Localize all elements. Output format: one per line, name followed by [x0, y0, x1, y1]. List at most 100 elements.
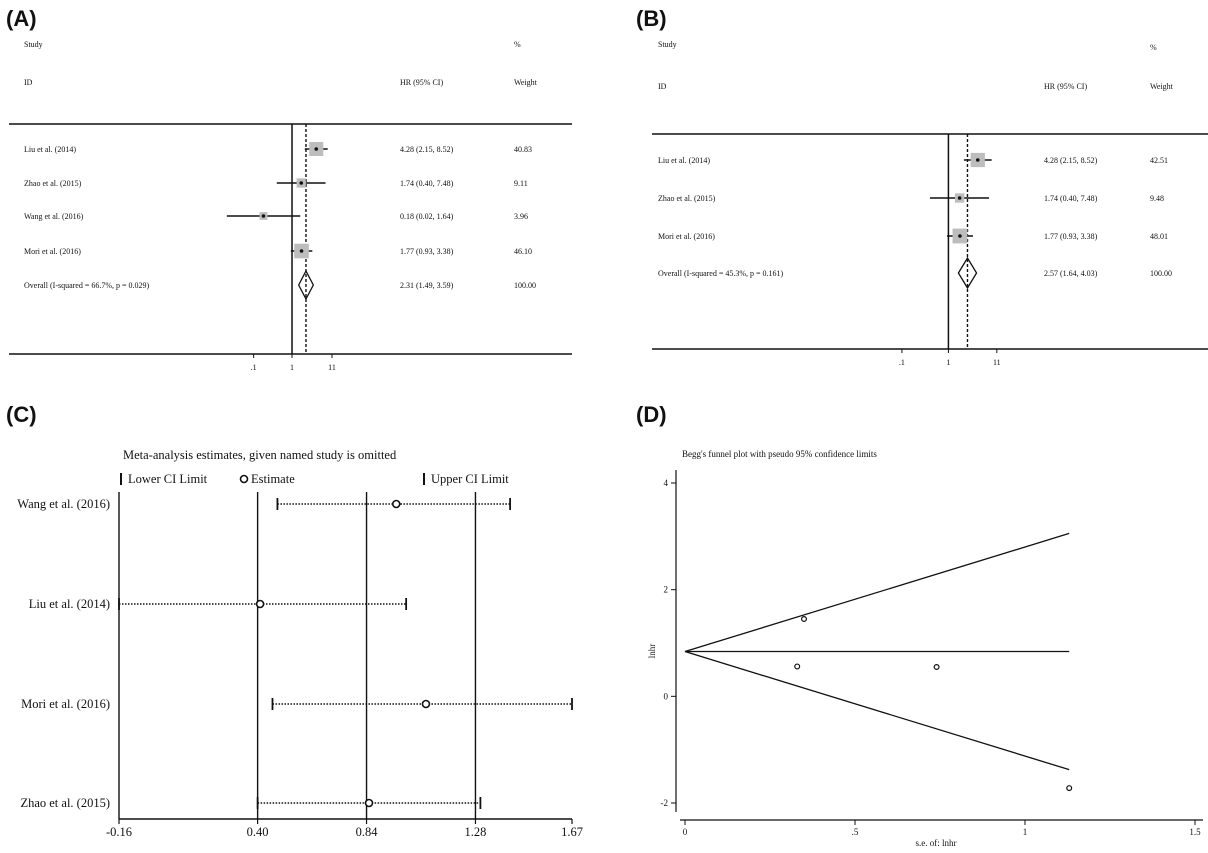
panel-b-header-id: ID: [658, 82, 667, 91]
panel-a-header-study: Study: [24, 40, 43, 49]
legend-estimate-label: Estimate: [251, 472, 295, 486]
upper-pseudo-ci-line: [684, 532, 1070, 653]
panel-b-header-weight: Weight: [1150, 82, 1174, 91]
study-row: Zhao et al. (2015) 1.74 (0.40, 7.48) 9.11: [24, 178, 528, 188]
x-tick-label: 0.40: [247, 825, 269, 839]
point-estimate: [957, 196, 962, 200]
panel-b-header-hr: HR (95% CI): [1044, 82, 1087, 91]
y-tick-label: -2: [661, 798, 669, 808]
lower-pseudo-ci-line: [684, 650, 1070, 771]
hr-ci-value: 1.77 (0.93, 3.38): [1044, 232, 1098, 241]
estimate-marker: [255, 599, 265, 609]
estimate-marker: [364, 798, 374, 808]
study-label: Liu et al. (2014): [29, 597, 110, 611]
weight-value: 3.96: [514, 212, 528, 221]
overall-diamond: [297, 269, 315, 301]
hr-ci-value: 4.28 (2.15, 8.52): [1044, 156, 1098, 165]
overall-diamond: [957, 256, 978, 290]
study-label: Wang et al. (2016): [24, 212, 84, 221]
x-tick-label: 11: [993, 358, 1001, 367]
weight-value: 48.01: [1150, 232, 1168, 241]
panel-b-letter: (B): [636, 6, 667, 31]
legend-lower-label: Lower CI Limit: [128, 472, 208, 486]
study-row: Wang et al. (2016) 0.18 (0.02, 1.64) 3.96: [24, 212, 528, 221]
x-tick-label: .5: [852, 827, 859, 837]
x-tick-label: -0.16: [106, 825, 132, 839]
panel-b-header-study: Study: [658, 40, 677, 49]
weight-value: 9.48: [1150, 194, 1164, 203]
panel-a-headers: Study ID HR (95% CI) % Weight: [24, 40, 538, 87]
panel-c-letter: (C): [6, 402, 37, 427]
y-tick-label: 2: [664, 585, 669, 595]
study-label: Zhao et al. (2015): [24, 179, 82, 188]
hr-ci-value: 1.74 (0.40, 7.48): [400, 179, 454, 188]
point-estimate: [261, 214, 266, 218]
panel-a-header-id: ID: [24, 78, 33, 87]
overall-hr-value: 2.57 (1.64, 4.03): [1044, 269, 1098, 278]
influence-row: Liu et al. (2014): [29, 597, 408, 611]
study-point: [933, 663, 940, 670]
overall-hr-value: 2.31 (1.49, 3.59): [400, 281, 454, 290]
x-tick-label: 0: [683, 827, 688, 837]
study-label: Zhao et al. (2015): [20, 796, 110, 810]
weight-value: 46.10: [514, 247, 532, 256]
study-row: Zhao et al. (2015) 1.74 (0.40, 7.48) 9.48: [658, 193, 1164, 203]
point-estimate: [299, 249, 304, 253]
study-label: Liu et al. (2014): [24, 145, 76, 154]
panel-d-ylabel: lnhr: [647, 644, 657, 659]
x-tick-label: 1: [1023, 827, 1028, 837]
study-label: Liu et al. (2014): [658, 156, 710, 165]
panel-d-funnel-plot: -2 0 2 4 0 .5 1 1.5: [661, 470, 1203, 837]
study-row: Mori et al. (2016) 1.77 (0.93, 3.38) 48.01: [658, 228, 1168, 244]
study-row: Liu et al. (2014) 4.28 (2.15, 8.52) 42.51: [658, 152, 1168, 168]
x-tick-label: 1: [290, 363, 294, 372]
x-tick-label: 1.67: [561, 825, 583, 839]
influence-row: Mori et al. (2016): [21, 697, 573, 711]
x-tick-label: 1.5: [1189, 827, 1201, 837]
y-tick-label: 4: [664, 478, 669, 488]
panel-a-header-pct: %: [514, 40, 521, 49]
x-tick-label: 0.84: [356, 825, 379, 839]
panel-c-influence-plot: -0.16 0.40 0.84 1.28 1.67 Wang et al. (2016) L…: [17, 492, 583, 839]
panel-a-letter: (A): [6, 6, 37, 31]
estimate-marker: [391, 499, 401, 509]
study-row: Mori et al. (2016) 1.77 (0.93, 3.38) 46.10: [24, 243, 532, 259]
study-label: Wang et al. (2016): [17, 497, 110, 511]
panel-b-headers: Study ID HR (95% CI) % Weight: [658, 40, 1174, 91]
hr-ci-value: 1.74 (0.40, 7.48): [1044, 194, 1098, 203]
study-label: Zhao et al. (2015): [658, 194, 716, 203]
study-label: Mori et al. (2016): [21, 697, 110, 711]
legend-estimate-marker: [239, 474, 249, 484]
panel-b-header-pct: %: [1150, 43, 1157, 52]
study-row: Liu et al. (2014) 4.28 (2.15, 8.52) 40.83: [24, 141, 532, 157]
point-estimate: [314, 147, 319, 151]
panel-d-letter: (D): [636, 402, 667, 427]
hr-ci-value: 1.77 (0.93, 3.38): [400, 247, 454, 256]
point-estimate: [958, 234, 962, 238]
panel-d-title: Begg's funnel plot with pseudo 95% confi…: [682, 449, 877, 459]
study-point: [800, 615, 807, 622]
hr-ci-value: 0.18 (0.02, 1.64): [400, 212, 454, 221]
study-point: [794, 663, 801, 670]
x-tick-label: .1: [899, 358, 905, 367]
point-estimate: [299, 181, 304, 185]
y-tick-label: 0: [664, 691, 669, 701]
influence-row: Wang et al. (2016): [17, 497, 512, 511]
study-point: [1066, 785, 1073, 792]
influence-row: Zhao et al. (2015): [20, 796, 482, 810]
panel-c-title: Meta-analysis estimates, given named stu…: [123, 448, 397, 462]
overall-weight-value: 100.00: [514, 281, 536, 290]
overall-label: Overall (I-squared = 45.3%, p = 0.161): [658, 269, 784, 278]
legend-upper-label: Upper CI Limit: [431, 472, 509, 486]
x-tick-label: 11: [328, 363, 336, 372]
weight-value: 42.51: [1150, 156, 1168, 165]
study-label: Mori et al. (2016): [658, 232, 715, 241]
panel-a-header-hr: HR (95% CI): [400, 78, 443, 87]
x-tick-label: .1: [251, 363, 257, 372]
x-tick-label: 1.28: [465, 825, 487, 839]
panel-a-header-weight: Weight: [514, 78, 538, 87]
estimate-marker: [421, 699, 431, 709]
